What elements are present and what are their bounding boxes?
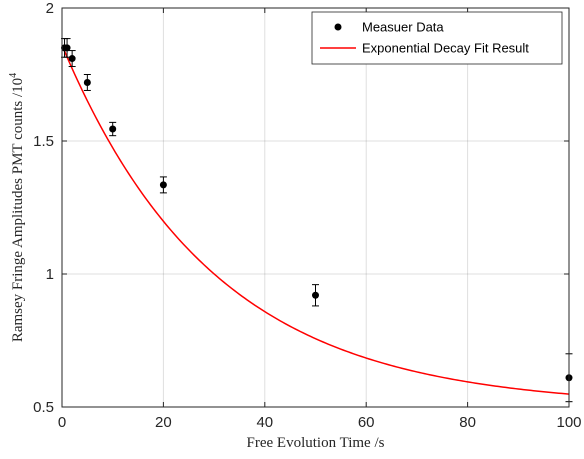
- y-axis-label: Ramsey Fringe Amplitudes PMT counts /104: [8, 73, 26, 342]
- x-tick-label: 80: [459, 414, 476, 431]
- y-axis-label-exponent: 4: [8, 73, 19, 78]
- legend-label-fit: Exponential Decay Fit Result: [362, 41, 529, 56]
- x-tick-label: 0: [58, 414, 66, 431]
- legend-marker-measuer-data: [334, 23, 342, 31]
- data-point: [63, 44, 71, 52]
- x-tick-label: 20: [155, 414, 172, 431]
- y-tick-label: 2: [46, 0, 54, 17]
- data-point: [159, 181, 167, 189]
- y-tick-label: 0.5: [33, 399, 54, 416]
- x-tick-label: 40: [256, 414, 273, 431]
- fit-curve: [61, 44, 570, 395]
- x-axis-label: Free Evolution Time /s: [247, 435, 385, 451]
- legend-box: [311, 11, 563, 65]
- ticks: 0 20 40 60 80 100 0.5 1 1.5 2: [33, 0, 581, 431]
- y-tick-label: 1: [46, 266, 54, 283]
- data-point: [68, 55, 76, 63]
- legend: Measuer Data Exponential Decay Fit Resul…: [311, 11, 563, 65]
- y-axis-label-text: Ramsey Fringe Amplitudes PMT counts /10: [10, 78, 26, 342]
- plot-frame: [61, 7, 570, 408]
- data-point: [109, 125, 117, 133]
- y-tick-label: 1.5: [33, 133, 54, 150]
- x-tick-label: 60: [358, 414, 375, 431]
- data-point: [312, 291, 319, 299]
- x-tick-label: 100: [556, 414, 581, 431]
- plot-area: [62, 8, 569, 407]
- data-point: [83, 78, 91, 86]
- fit-layer: [61, 44, 570, 395]
- legend-label-measuer-data: Measuer Data: [362, 20, 444, 35]
